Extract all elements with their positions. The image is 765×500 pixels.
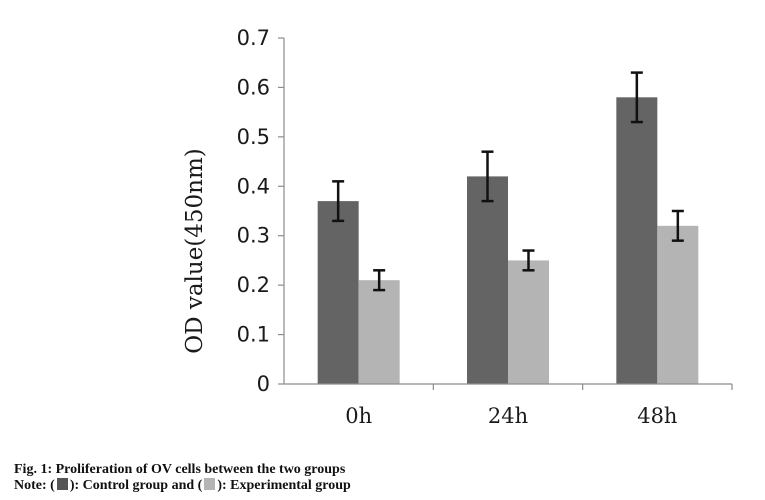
figure-caption: Fig. 1: Proliferation of OV cells betwee…	[14, 462, 351, 494]
y-tick-label: 0.3	[237, 224, 270, 248]
note-control: ): Control group and (	[69, 478, 203, 493]
bar-chart: 0 0.1 0.2 0.3 0.4 0.5 0.6 0.7 0h 24h 48h OD value…	[182, 26, 733, 428]
x-tick-label: 0h	[345, 404, 372, 428]
y-tick-label: 0.7	[237, 26, 270, 50]
bar-control	[616, 97, 658, 385]
x-tick-label: 24h	[488, 404, 528, 428]
x-tick-label: 48h	[637, 404, 677, 428]
note-experimental: ): Experimental group	[217, 478, 351, 493]
bar-control	[317, 201, 359, 384]
experimental-swatch-icon	[204, 478, 216, 490]
control-swatch-icon	[56, 478, 68, 490]
y-tick-label: 0.6	[237, 75, 270, 99]
y-tick-label: 0.4	[237, 174, 270, 198]
error-bars	[332, 71, 684, 292]
y-tick-label: 0	[257, 372, 270, 396]
caption-title: Fig. 1: Proliferation of OV cells betwee…	[14, 462, 346, 477]
caption-note: Note: ( ): Control group and ( ): Experime…	[14, 478, 351, 494]
note-prefix: Note: (	[14, 478, 55, 493]
y-axis-ticks: 0 0.1 0.2 0.3 0.4 0.5 0.6 0.7	[237, 26, 284, 396]
y-tick-label: 0.5	[237, 125, 270, 149]
y-axis-title: OD value(450nm)	[182, 148, 208, 354]
bar-control	[467, 176, 508, 384]
bar-experimental	[657, 225, 699, 384]
bar-experimental	[358, 280, 400, 384]
bar-experimental	[508, 260, 549, 384]
y-tick-label: 0.2	[237, 273, 270, 297]
x-axis-ticks: 0h 24h 48h	[345, 384, 733, 428]
y-tick-label: 0.1	[237, 323, 270, 347]
bars	[317, 97, 699, 385]
